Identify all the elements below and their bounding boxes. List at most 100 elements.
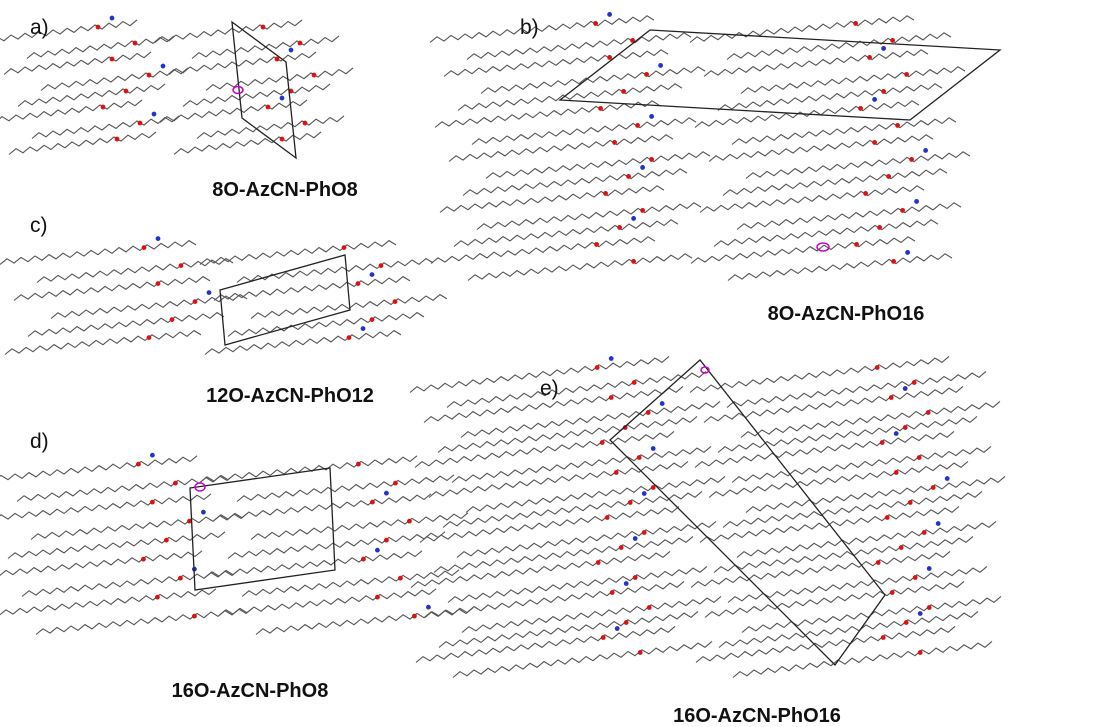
- oxygen-atom: [392, 299, 398, 304]
- alkyl-chain: [430, 236, 656, 264]
- nitrogen-atom: [384, 490, 389, 496]
- oxygen-atom: [260, 24, 266, 30]
- panel-label: b): [520, 16, 539, 39]
- oxygen-atom: [921, 530, 927, 535]
- oxygen-atom: [635, 123, 640, 128]
- oxygen-atom: [890, 38, 895, 43]
- alkyl-chain: [466, 32, 692, 60]
- alkyl-chain: [465, 475, 726, 513]
- panel-label: c): [30, 214, 48, 237]
- nitrogen-atom: [905, 250, 910, 255]
- oxygen-atom: [889, 590, 895, 595]
- alkyl-chain: [250, 293, 448, 319]
- oxygen-atom: [867, 55, 872, 60]
- disorder: [194, 482, 206, 492]
- oxygen-atom: [888, 395, 894, 400]
- alkyl-chain: [218, 588, 437, 616]
- oxygen-atom: [141, 245, 147, 251]
- alkyl-chain: [713, 219, 939, 247]
- oxygen-atom: [178, 263, 184, 268]
- alkyl-chain: [21, 569, 240, 597]
- oxygen-atom: [155, 594, 160, 600]
- nitrogen-atom: [881, 46, 886, 51]
- oxygen-atom: [631, 380, 637, 385]
- oxygen-atom: [630, 38, 635, 43]
- oxygen-atom: [893, 470, 899, 475]
- oxygen-atom: [412, 613, 417, 619]
- oxygen-atom: [911, 380, 917, 385]
- alkyl-chain: [8, 131, 157, 155]
- oxygen-atom: [646, 605, 652, 610]
- panel-caption: 8O-AzCN-PhO8: [212, 179, 358, 201]
- nitrogen-atom: [914, 199, 919, 204]
- oxygen-atom: [631, 259, 636, 264]
- alkyl-chain: [424, 580, 685, 618]
- nitrogen-atom: [893, 431, 899, 436]
- oxygen-atom: [895, 123, 900, 128]
- alkyl-chain: [4, 329, 202, 355]
- alkyl-chain: [250, 512, 469, 540]
- alkyl-chain: [461, 595, 722, 633]
- alkyl-chain: [689, 15, 915, 43]
- nitrogen-atom: [155, 236, 161, 242]
- oxygen-atom: [645, 410, 651, 415]
- alkyl-chain: [708, 134, 934, 162]
- nitrogen-atom: [151, 111, 157, 117]
- panel-caption: 16O-AzCN-PhO8: [172, 680, 329, 702]
- alkyl-chain: [457, 83, 683, 111]
- alkyl-chain: [727, 565, 988, 603]
- oxygen-atom: [613, 470, 619, 475]
- alkyl-chain: [36, 257, 234, 283]
- alkyl-chain: [410, 550, 671, 588]
- alkyl-chain: [471, 117, 697, 145]
- nitrogen-atom: [923, 148, 928, 153]
- alkyl-chain: [699, 185, 925, 213]
- oxygen-atom: [916, 455, 922, 460]
- alkyl-chain: [736, 520, 997, 558]
- oxygen-atom: [621, 89, 626, 94]
- alkyl-chain: [213, 275, 411, 301]
- oxygen-atom: [274, 56, 280, 62]
- alkyl-chain: [205, 67, 354, 91]
- oxygen-atom: [904, 72, 909, 77]
- oxygen-atom: [594, 242, 599, 247]
- alkyl-chain: [159, 99, 308, 123]
- nitrogen-atom: [872, 97, 877, 102]
- alkyl-chain: [409, 355, 670, 393]
- alkyl-chain: [0, 588, 217, 616]
- disorder: [232, 85, 244, 95]
- alkyl-chain: [13, 275, 211, 301]
- nitrogen-atom: [109, 15, 115, 21]
- nitrogen-atom: [206, 290, 212, 295]
- alkyl-chain: [703, 385, 964, 423]
- alkyl-chain: [722, 168, 948, 196]
- oxygen-atom: [341, 245, 347, 251]
- alkyl-chain: [227, 531, 446, 559]
- alkyl-chain: [717, 83, 943, 111]
- alkyl-chain: [0, 19, 138, 42]
- alkyl-chain: [433, 535, 694, 573]
- oxygen-atom: [132, 40, 138, 46]
- oxygen-atom: [146, 335, 152, 340]
- oxygen-atom: [187, 518, 192, 524]
- alkyl-chain: [439, 185, 665, 213]
- oxygen-atom: [146, 72, 152, 78]
- alkyl-chain: [438, 610, 699, 648]
- alkyl-chain: [40, 67, 189, 91]
- alkyl-chain: [703, 49, 929, 77]
- oxygen-atom: [926, 605, 932, 610]
- nitrogen-atom: [935, 521, 941, 526]
- oxygen-atom: [398, 575, 403, 581]
- alkyl-chain: [35, 607, 254, 635]
- nitrogen-atom: [632, 536, 638, 541]
- oxygen-atom: [881, 89, 886, 94]
- nitrogen-atom: [375, 547, 380, 553]
- alkyl-chain: [204, 550, 423, 578]
- oxygen-atom: [603, 191, 608, 196]
- oxygen-atom: [279, 136, 285, 142]
- nitrogen-atom: [659, 401, 665, 406]
- alkyl-chain: [713, 535, 974, 573]
- oxygen-atom: [123, 88, 129, 94]
- alkyl-chain: [0, 455, 198, 481]
- alkyl-chain: [689, 355, 950, 393]
